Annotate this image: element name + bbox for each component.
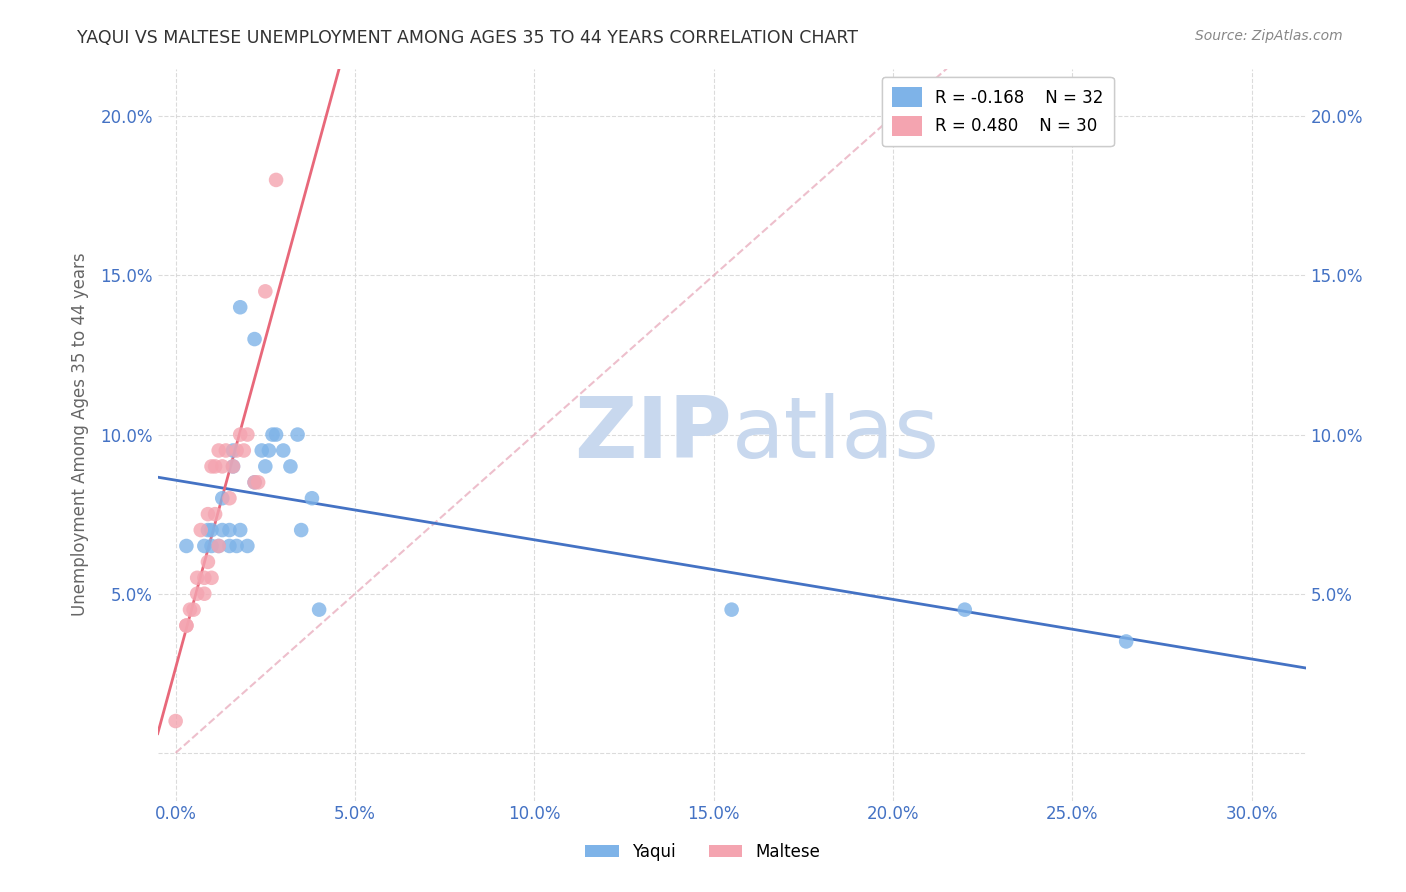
Y-axis label: Unemployment Among Ages 35 to 44 years: Unemployment Among Ages 35 to 44 years (72, 252, 89, 616)
Point (211, 491, 233, 506)
Point (193, 587, 215, 601)
Point (176, 539, 198, 553)
Text: Source: ZipAtlas.com: Source: ZipAtlas.com (1195, 29, 1343, 43)
Point (193, 539, 215, 553)
Point (215, 443, 238, 458)
Legend: Yaqui, Maltese: Yaqui, Maltese (579, 837, 827, 868)
Point (229, 523, 252, 537)
Point (257, 443, 280, 458)
Point (197, 523, 219, 537)
Point (204, 507, 226, 521)
Point (271, 443, 294, 458)
Point (200, 459, 222, 474)
Point (186, 587, 208, 601)
Point (200, 571, 222, 585)
Point (222, 459, 245, 474)
Point (179, 602, 201, 616)
Point (222, 459, 245, 474)
Point (200, 523, 222, 537)
Point (232, 443, 254, 458)
Point (225, 443, 247, 458)
Point (720, 602, 742, 616)
Point (193, 571, 215, 585)
Point (183, 602, 205, 616)
Point (236, 539, 259, 553)
Point (262, 427, 284, 442)
Point (208, 539, 231, 553)
Point (208, 539, 231, 553)
Point (247, 475, 270, 490)
Point (243, 475, 266, 490)
Point (197, 555, 219, 569)
Point (308, 602, 330, 616)
Point (1115, 634, 1137, 648)
Text: ZIP: ZIP (574, 393, 731, 476)
Legend: R = -0.168    N = 32, R = 0.480    N = 30: R = -0.168 N = 32, R = 0.480 N = 30 (882, 77, 1114, 146)
Text: YAQUI VS MALTESE UNEMPLOYMENT AMONG AGES 35 TO 44 YEARS CORRELATION CHART: YAQUI VS MALTESE UNEMPLOYMENT AMONG AGES… (77, 29, 858, 46)
Point (186, 571, 208, 585)
Point (236, 427, 259, 442)
Point (264, 427, 287, 442)
Point (197, 507, 219, 521)
Point (250, 443, 273, 458)
Point (176, 618, 198, 632)
Point (254, 459, 277, 474)
Point (229, 300, 252, 314)
Point (165, 714, 187, 728)
Point (200, 539, 222, 553)
Point (218, 539, 240, 553)
Point (225, 539, 247, 553)
Text: atlas: atlas (731, 393, 939, 476)
Point (301, 491, 323, 506)
Point (243, 332, 266, 346)
Point (280, 459, 302, 474)
Point (243, 475, 266, 490)
Point (229, 427, 252, 442)
Point (208, 443, 231, 458)
Point (190, 523, 212, 537)
Point (218, 523, 240, 537)
Point (953, 602, 976, 616)
Point (287, 427, 309, 442)
Point (290, 523, 312, 537)
Point (204, 459, 226, 474)
Point (222, 443, 245, 458)
Point (218, 491, 240, 506)
Point (254, 285, 277, 299)
Point (211, 523, 233, 537)
Point (211, 459, 233, 474)
Point (264, 173, 287, 187)
Point (176, 618, 198, 632)
